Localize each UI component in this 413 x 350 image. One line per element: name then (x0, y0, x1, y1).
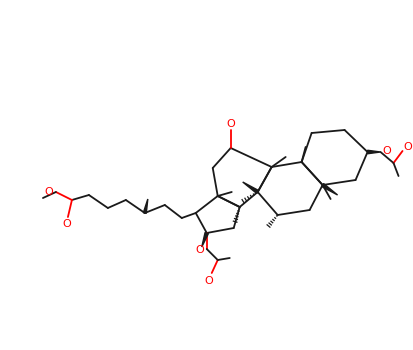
Text: O: O (62, 219, 71, 229)
Polygon shape (243, 182, 259, 194)
Text: O: O (195, 245, 204, 255)
Text: O: O (204, 276, 213, 286)
Polygon shape (202, 232, 209, 247)
Polygon shape (322, 183, 337, 195)
Polygon shape (368, 150, 380, 154)
Text: O: O (45, 187, 53, 197)
Text: O: O (226, 119, 235, 129)
Text: O: O (403, 142, 412, 152)
Polygon shape (143, 199, 148, 213)
Text: O: O (382, 146, 391, 156)
